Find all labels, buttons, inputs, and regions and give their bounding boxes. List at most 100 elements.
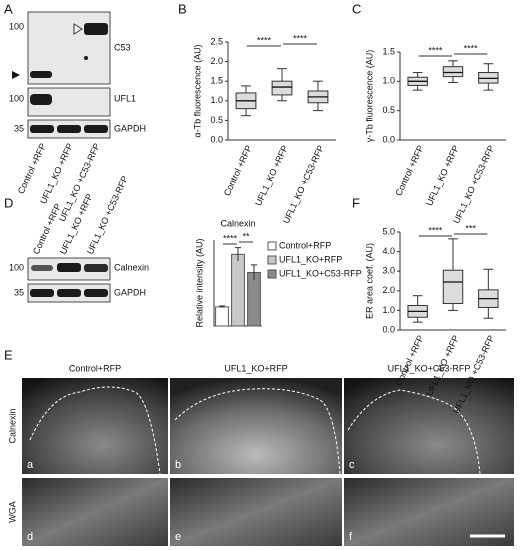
y-axis-label: ER area coef. (AU)	[364, 243, 374, 319]
significance-label: ****	[464, 43, 479, 53]
legend-label: Control+RFP	[279, 240, 331, 250]
y-tick-label: 0.0	[382, 134, 395, 144]
significance-label: ****	[223, 233, 238, 243]
y-tick-label: 1.0	[382, 305, 395, 315]
x-tick-label: Control +RFP	[222, 144, 254, 198]
legend-swatch	[267, 241, 277, 251]
column-title: UFL1_KO+C53-RFP	[388, 363, 471, 373]
significance-label: ***	[465, 223, 476, 233]
protein-label: C53	[114, 42, 131, 52]
box	[271, 80, 293, 96]
protein-label: GAPDH	[114, 287, 146, 297]
axis	[213, 240, 262, 327]
mw-marker: 35	[14, 123, 24, 133]
protein-label: UFL1	[114, 93, 136, 103]
significance-label: ****	[428, 45, 443, 55]
bar	[247, 271, 261, 327]
panel-label: A	[4, 1, 13, 16]
legend-swatch	[267, 269, 277, 279]
box	[442, 269, 464, 305]
y-axis-label: γ-Tb fluorescence (AU)	[364, 50, 374, 143]
arrowhead	[73, 23, 83, 35]
mw-marker: 35	[14, 287, 24, 297]
band	[84, 56, 88, 60]
micrographs: Control+RFP UFL1_KO+RFP UFL1_KO+C53-RFP …	[7, 363, 514, 546]
y-tick-label: 1.0	[382, 76, 395, 86]
panel-label: E	[4, 347, 13, 362]
y-tick-label: 0.5	[210, 115, 223, 125]
band	[30, 125, 54, 133]
image-letter: a	[27, 459, 34, 471]
y-axis-label: Relative intensity (AU)	[194, 238, 204, 327]
y-tick-label: 1.5	[382, 46, 395, 56]
bar	[215, 306, 229, 327]
band	[57, 263, 81, 272]
significance-label: ****	[428, 225, 443, 235]
column-title: UFL1_KO+RFP	[224, 363, 287, 373]
panel-label: D	[4, 195, 13, 210]
image	[170, 478, 342, 546]
lane-label: UFL1_KO +C53-RFP	[85, 174, 130, 256]
protein-label: Calnexin	[114, 262, 149, 272]
lane-label: Control +RFP	[31, 202, 63, 256]
x-tick-label: UFL1_KO +RFP	[253, 144, 290, 208]
image-letter: e	[175, 531, 181, 543]
significance-label: ****	[257, 35, 272, 45]
mw-marker: 100	[9, 262, 24, 272]
row-label: Calnexin	[7, 408, 17, 443]
y-tick-label: 1.5	[210, 76, 223, 86]
y-tick-label: 3.0	[382, 266, 395, 276]
x-tick-label: UFL1_KO +C53-RFP	[451, 144, 496, 226]
y-tick-label: 4.0	[382, 246, 395, 256]
image	[344, 378, 514, 474]
chart-title: Calnexin	[220, 218, 255, 228]
y-tick-label: 1.0	[210, 95, 223, 105]
image-letter: f	[349, 531, 353, 543]
mw-marker: 100	[9, 93, 24, 103]
x-tick-label: UFL1_KO +RFP	[424, 144, 461, 208]
significance-label: ****	[293, 33, 308, 43]
arrowhead	[12, 71, 20, 79]
cell-outline	[174, 388, 341, 475]
band	[31, 265, 53, 271]
legend-label: UFL1_KO+RFP	[279, 254, 342, 264]
band	[84, 264, 108, 272]
panel-label: B	[178, 1, 187, 16]
legend-swatch	[267, 255, 277, 265]
blot-a: 100 100 35 C53 UFL1 GAPDH Control +RFP U…	[9, 11, 146, 223]
panel-label: F	[352, 195, 360, 210]
band	[84, 289, 108, 297]
image	[170, 378, 342, 474]
band	[30, 71, 52, 78]
significance-label: **	[242, 231, 250, 241]
y-tick-label: 5.0	[382, 226, 395, 236]
x-tick-label: Control +RFP	[393, 144, 425, 198]
y-tick-label: 0.5	[382, 105, 395, 115]
band	[30, 289, 54, 297]
image-letter: d	[27, 531, 33, 543]
y-tick-label: 2.0	[382, 285, 395, 295]
band	[84, 23, 108, 35]
x-tick-label: UFL1_KO +C53-RFP	[281, 144, 326, 226]
row-label: WGA	[7, 501, 17, 523]
image	[22, 478, 168, 546]
band	[57, 125, 81, 133]
lane-label: Control +RFP	[16, 142, 48, 196]
legend-label: UFL1_KO+C53-RFP	[279, 268, 362, 278]
band	[30, 94, 52, 105]
image	[22, 378, 168, 474]
band	[57, 289, 81, 297]
y-tick-label: 0.0	[382, 324, 395, 334]
y-tick-label: 2.5	[210, 36, 223, 46]
image-letter: b	[175, 459, 181, 471]
y-axis-label: α-Tb fluorescence (AU)	[192, 44, 202, 137]
column-title: Control+RFP	[69, 363, 121, 373]
y-tick-label: 0.0	[210, 134, 223, 144]
bar	[231, 253, 245, 327]
mw-marker: 100	[9, 21, 24, 31]
y-tick-label: 2.0	[210, 56, 223, 66]
cell-outline	[29, 386, 161, 475]
image-letter: c	[349, 459, 355, 471]
